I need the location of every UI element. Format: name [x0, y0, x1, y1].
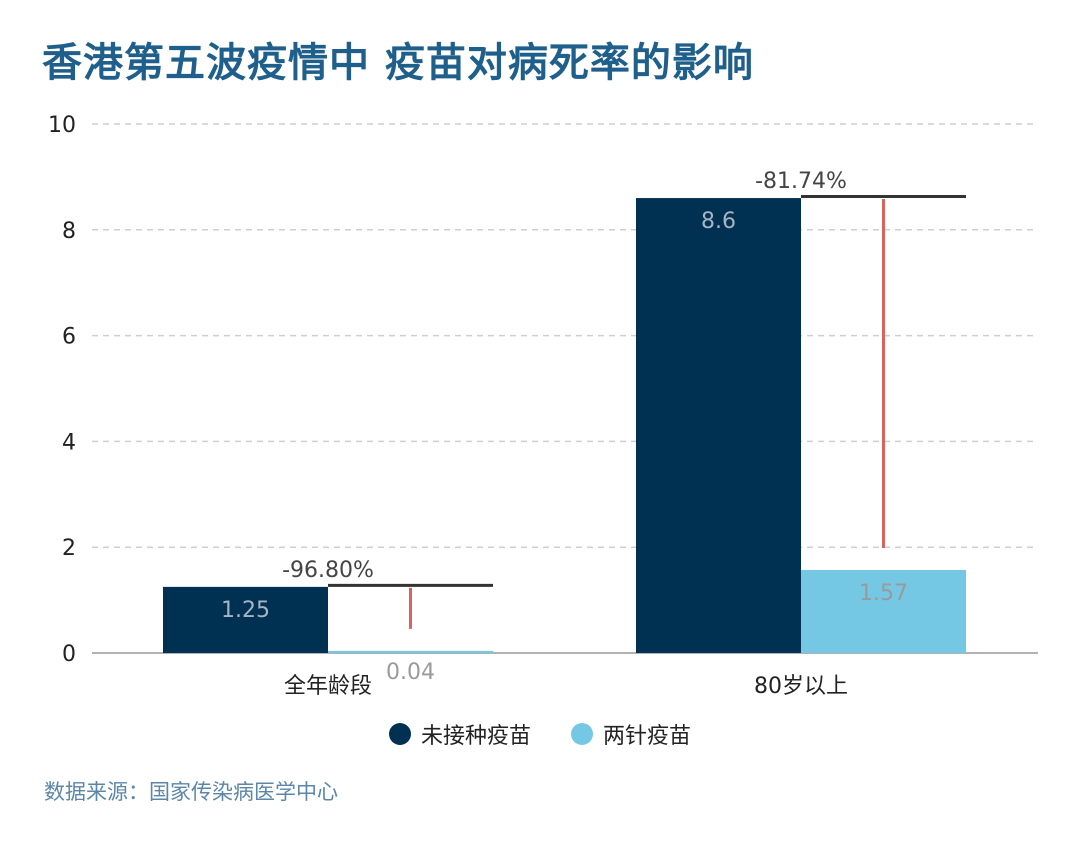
bar-unvaccinated: [636, 198, 801, 653]
source-note: 数据来源：国家传染病医学中心: [44, 780, 338, 804]
legend: 未接种疫苗 两针疫苗: [0, 718, 1080, 750]
legend-label-two-doses: 两针疫苗: [603, 724, 692, 749]
reduction-label: -96.80%: [282, 558, 374, 583]
y-tick-label: 8: [62, 219, 76, 244]
data-label-two-doses: 0.04: [386, 660, 435, 685]
y-tick-label: 10: [48, 113, 76, 138]
reduction-label: -81.74%: [755, 169, 847, 194]
y-tick-label: 6: [62, 325, 76, 350]
data-label-unvaccinated: 1.25: [221, 598, 270, 623]
bar-two-doses: [328, 650, 493, 653]
chart-title: 香港第五波疫情中 疫苗对病死率的影响: [42, 40, 754, 86]
x-tick-label: 全年龄段: [284, 674, 372, 699]
y-tick-label: 2: [62, 536, 76, 561]
legend-item-unvaccinated: 未接种疫苗: [388, 718, 531, 750]
legend-label-unvaccinated: 未接种疫苗: [420, 724, 531, 749]
x-tick-label: 80岁以上: [754, 674, 848, 699]
bar-unvaccinated: [163, 586, 328, 653]
legend-swatch-unvaccinated: [388, 723, 411, 745]
data-label-two-doses: 1.57: [859, 581, 908, 606]
data-label-unvaccinated: 8.6: [701, 209, 736, 234]
y-tick-label: 4: [62, 430, 76, 455]
y-tick-label: 0: [62, 642, 76, 667]
bar-two-doses: [801, 569, 966, 653]
legend-swatch-two-doses: [571, 723, 593, 745]
legend-item-two-doses: 两针疫苗: [571, 718, 691, 750]
